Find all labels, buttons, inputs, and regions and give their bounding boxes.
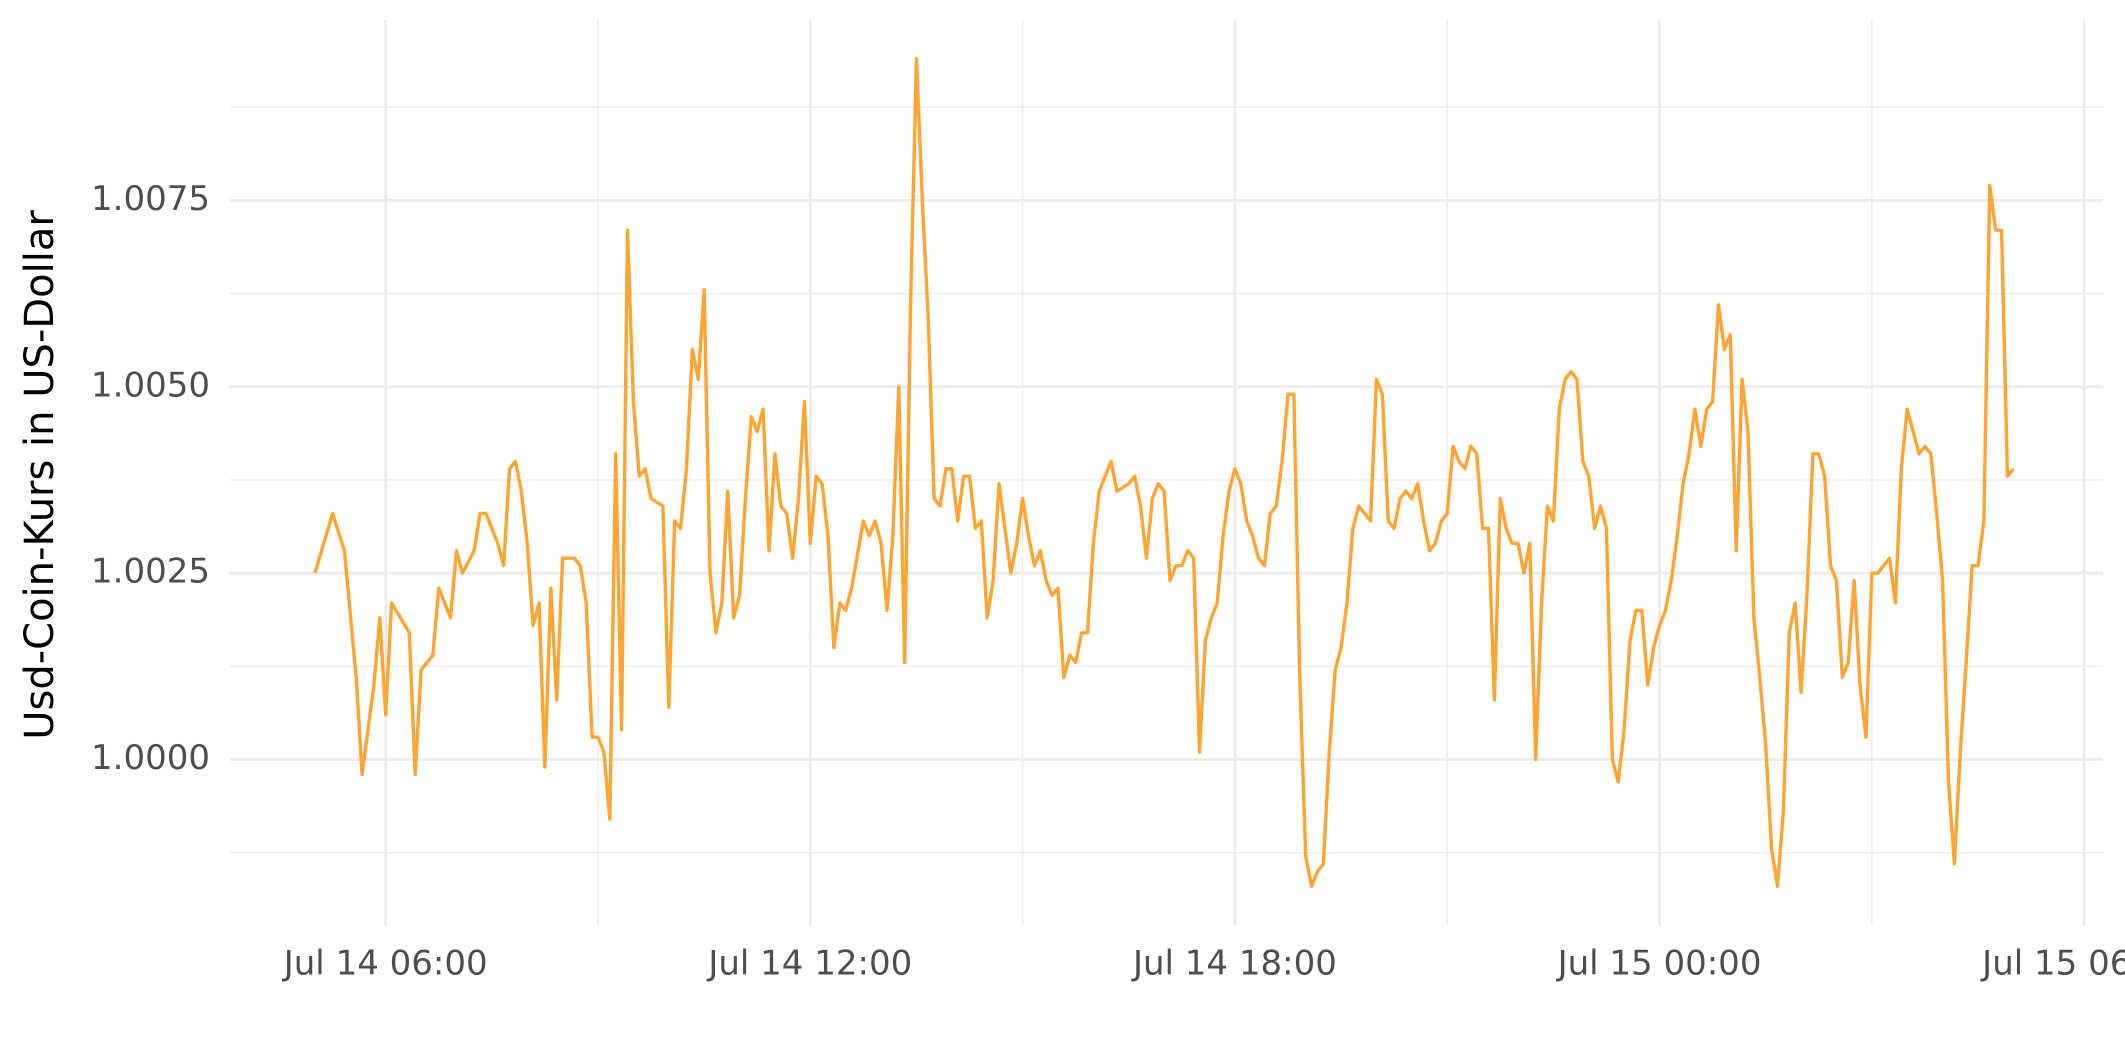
- price-line: [313, 57, 2015, 888]
- x-tick-label: Jul 14 12:00: [706, 944, 912, 984]
- x-tick-label: Jul 15 00:00: [1556, 944, 1762, 984]
- x-tick-label: Jul 14 18:00: [1131, 944, 1337, 984]
- y-axis-title: Usd-Coin-Kurs in US-Dollar: [17, 210, 63, 740]
- x-tick-label: Jul 15 06:00: [1980, 944, 2125, 984]
- y-tick-label: 1.0075: [91, 179, 210, 219]
- plot-area: [313, 57, 2015, 888]
- grid: [230, 20, 2103, 925]
- y-tick-label: 1.0050: [91, 365, 210, 405]
- y-tick-label: 1.0025: [91, 552, 210, 592]
- y-tick-label: 1.0000: [91, 738, 210, 778]
- x-tick-label: Jul 14 06:00: [282, 944, 488, 984]
